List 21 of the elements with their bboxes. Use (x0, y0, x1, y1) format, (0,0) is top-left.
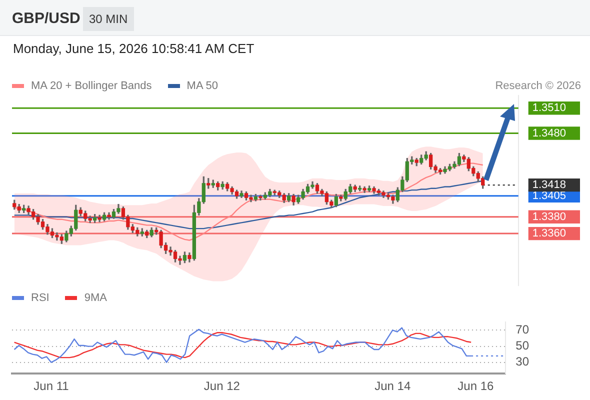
y-tick-label: 1.3405 (532, 190, 566, 202)
y-tick-label: 1.3510 (532, 102, 566, 114)
y-tick-label: 1.3418 (532, 179, 566, 192)
y-tick-label: 1.3480 (532, 127, 566, 140)
x-tick-label: Jun 16 (458, 379, 494, 394)
y-tick-label: 1.3380 (532, 210, 566, 223)
legend-label: MA 50 (186, 80, 218, 92)
legend-label: MA 20 + Bollinger Bands (30, 80, 152, 92)
y-tick-label: 70 (516, 322, 530, 337)
text: Research © 2026 (495, 80, 581, 92)
x-tick-label: Jun 12 (204, 379, 240, 394)
y-tick-label: 50 (516, 338, 530, 353)
x-tick-label: Jun 14 (374, 379, 411, 394)
chart-subtitle: 30 MIN (83, 7, 134, 31)
x-tick-label: Jun 11 (34, 379, 70, 394)
chart-title: GBP/USD (12, 10, 80, 27)
legend-label: RSI (30, 292, 50, 304)
y-tick-label: 30 (516, 354, 530, 369)
legend-label: 9MA (83, 292, 107, 304)
y-tick-label: 1.3360 (532, 228, 566, 240)
text: Monday, June 15, 2026 10:58:41 AM CET (13, 41, 254, 56)
